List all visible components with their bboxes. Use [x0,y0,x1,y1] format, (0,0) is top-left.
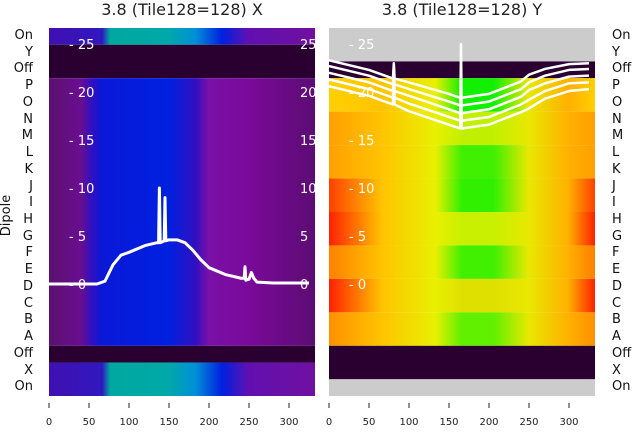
line-series-trace-5 [328,59,590,100]
row-label: N [23,111,33,127]
heatmap-band [329,379,595,396]
inner-y-tick-label: 0 [300,278,308,293]
row-label: X [612,362,621,378]
row-label: O [22,94,33,110]
panel-gap [315,28,329,396]
row-label: Off [13,61,33,77]
row-label: Off [13,345,33,361]
inner-y-tick-label: - 0 [349,278,366,293]
row-label: On [14,379,33,395]
row-label: L [25,145,33,161]
inner-y-tick-label: - 25 [69,38,94,53]
inner-y-tick-label: 20 [300,86,317,101]
row-label: On [612,379,631,395]
x-tick-label: 300 [279,417,298,428]
row-label: E [24,262,33,278]
row-label: O [612,94,623,110]
heatmap-band [329,212,595,246]
inner-y-tick-label: - 15 [349,134,374,149]
x-tick-label: 50 [363,417,376,428]
row-label: D [22,278,33,294]
line-series-trace [49,186,309,286]
row-label: G [22,228,33,244]
heatmap-band [329,145,595,179]
row-label: C [612,295,622,311]
row-label: K [24,161,33,177]
inner-y-tick-label: - 5 [349,230,366,245]
heatmap-band [49,362,315,396]
row-label: G [612,228,623,244]
x-tick-label: 250 [239,417,258,428]
x-tick-label: 50 [83,417,96,428]
right-chart-title: 3.8 (Tile128=128) Y [381,0,543,19]
row-label: N [612,111,622,127]
inner-y-tick-label: - 10 [69,182,94,197]
heatmap-band [329,245,595,279]
row-label: H [612,212,622,227]
row-label: B [612,312,621,328]
heatmap-band [49,44,315,79]
x-tick-label: 150 [439,417,458,428]
row-label: H [23,212,33,227]
row-label: C [23,295,33,311]
row-label: M [21,128,33,144]
row-label: Y [25,44,33,60]
row-label: J [29,178,33,194]
x-tick-label: 0 [46,417,52,428]
row-label: E [612,262,621,278]
x-tick-label: 300 [559,417,578,428]
heatmap-band [49,78,315,346]
inner-y-tick-label: 15 [300,134,317,149]
x-tick-label: 200 [199,417,218,428]
inner-y-tick-label: 5 [300,230,308,245]
row-label: J [612,178,616,194]
row-label: P [612,78,620,94]
row-label: X [24,362,33,378]
left-chart-title: 3.8 (Tile128=128) X [101,0,263,19]
inner-y-tick-label: - 20 [69,86,94,101]
row-label: D [612,278,623,294]
row-label: A [24,329,33,345]
heatmap-band [329,278,595,313]
heatmap-band [329,345,595,380]
row-label: K [612,161,621,177]
inner-y-tick-label: - 10 [349,182,374,197]
row-label: F [612,245,620,261]
x-tick-label: 0 [326,417,332,428]
inner-y-tick-label: 25 [300,38,317,53]
row-label: B [24,312,33,328]
x-tick-label: 100 [399,417,418,428]
row-label: On [14,28,33,43]
x-tick-label: 100 [119,417,138,428]
x-tick-label: 200 [479,417,498,428]
row-label: Off [612,345,632,361]
row-label: I [29,195,33,211]
row-label: F [25,245,33,261]
heatmap-band [49,28,315,45]
x-tick-label: 250 [519,417,538,428]
row-label: L [612,145,620,161]
inner-y-tick-label: - 5 [69,230,86,245]
row-label: P [25,78,33,94]
row-label: M [612,128,624,144]
inner-y-tick-label: 10 [300,182,317,197]
row-label: Y [612,44,620,60]
heatmap-band [329,312,595,346]
heatmap-band [49,345,315,363]
inner-y-tick-label: - 25 [349,38,374,53]
inner-y-tick-label: - 15 [69,134,94,149]
x-tick-label: 150 [159,417,178,428]
heatmap-band [329,178,595,212]
row-label: On [612,28,631,43]
row-label: A [612,329,621,345]
row-label: I [612,195,616,211]
row-label: Off [612,61,632,77]
